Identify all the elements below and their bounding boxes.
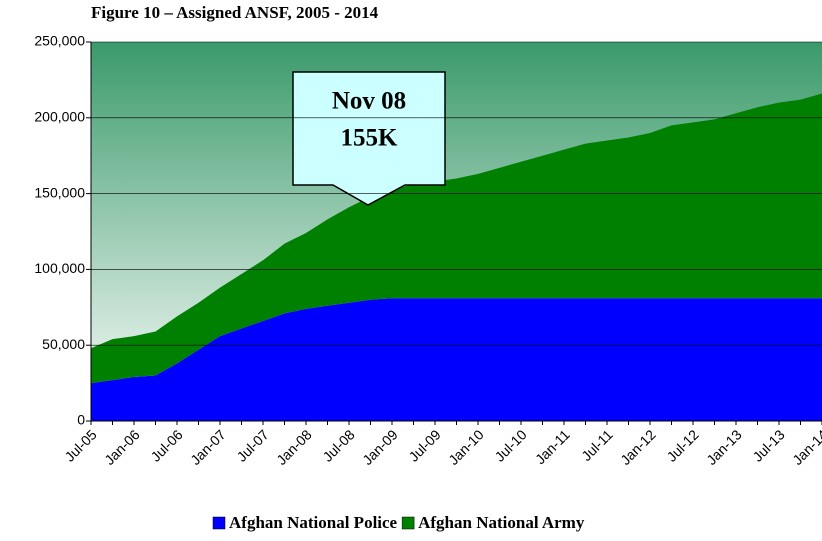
x-tick-label: Jul-05 (61, 426, 99, 464)
x-tick-label: Jan-06 (101, 426, 143, 468)
x-tick-label: Jan-07 (187, 426, 229, 468)
x-tick-label: Jul-08 (319, 426, 357, 464)
y-tick-label: 200,000 (34, 109, 85, 125)
legend-label: Afghan National Army (418, 513, 585, 532)
x-tick-label: Jul-09 (405, 426, 443, 464)
x-tick-label: Jul-10 (491, 426, 529, 464)
chart-title: Figure 10 – Assigned ANSF, 2005 - 2014 (91, 3, 379, 22)
callout (292, 71, 446, 206)
legend-swatch (212, 516, 226, 530)
x-tick-label: Jul-11 (578, 426, 616, 464)
legend-label: Afghan National Police (229, 513, 398, 532)
x-tick-label: Jul-06 (147, 426, 185, 464)
x-tick-label: Jan-09 (359, 426, 401, 468)
y-tick-label: 250,000 (34, 33, 85, 49)
x-tick-label: Jul-12 (663, 426, 701, 464)
x-tick-label: Jul-07 (233, 426, 271, 464)
x-tick-label: Jan-10 (445, 426, 487, 468)
x-tick-label: Jan-11 (532, 426, 573, 467)
y-tick-label: 150,000 (34, 184, 85, 200)
x-tick-label: Jul-13 (749, 426, 787, 464)
area (91, 298, 822, 421)
annotation: 155K (341, 125, 399, 152)
x-tick-label: Jan-13 (703, 426, 745, 468)
y-tick-label: 100,000 (34, 260, 85, 276)
x-tick-label: Jan-08 (273, 426, 315, 468)
annotation: Nov 08 (332, 88, 406, 115)
y-tick-label: 50,000 (42, 336, 85, 352)
x-tick-label: Jan-14 (789, 426, 822, 468)
x-tick-label: Jan-12 (617, 426, 659, 468)
y-tick-label: 0 (77, 412, 85, 428)
legend-swatch (401, 516, 415, 530)
area (91, 93, 822, 384)
